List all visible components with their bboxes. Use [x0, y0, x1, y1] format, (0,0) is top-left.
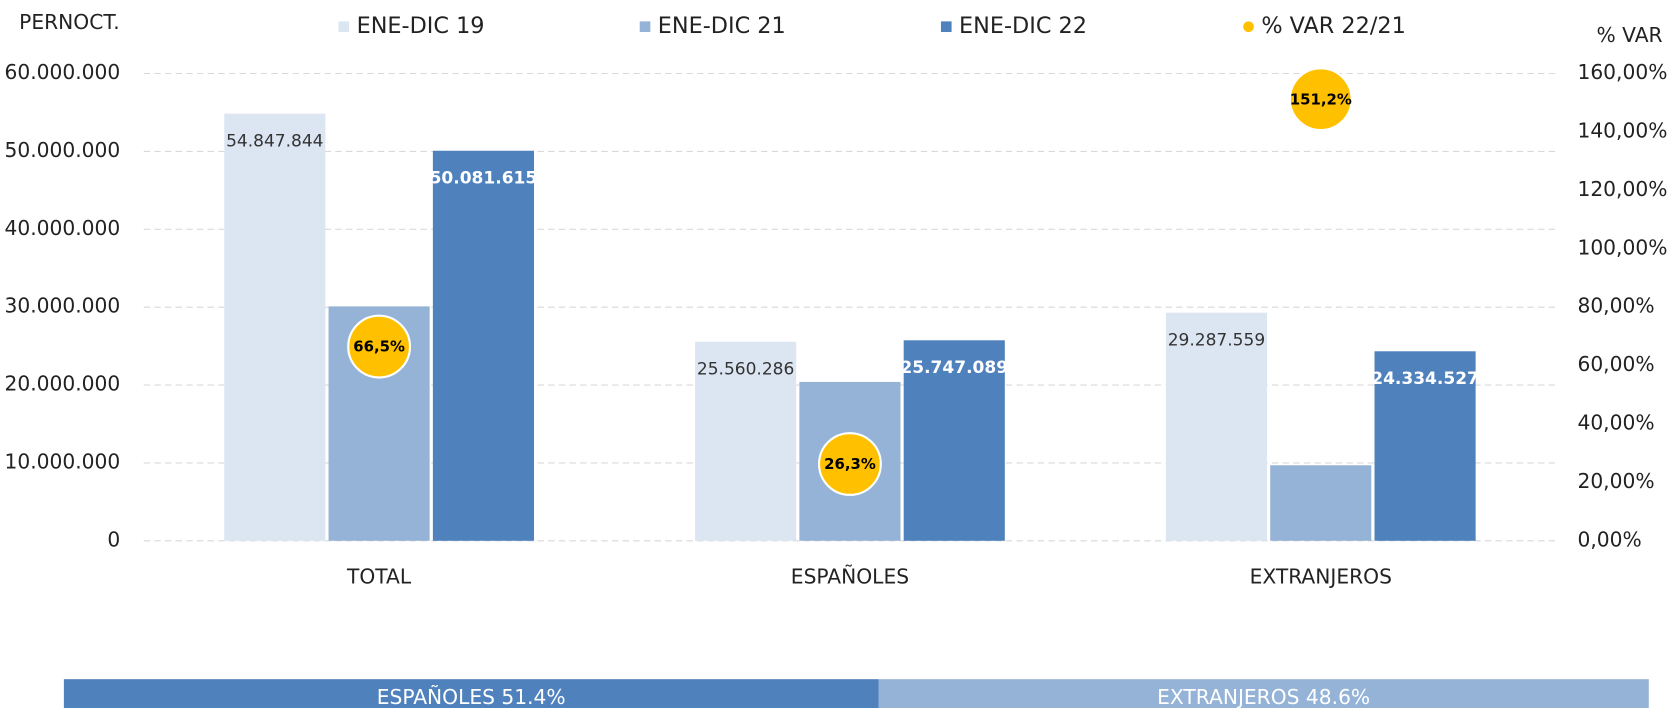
- legend-marker: [338, 21, 350, 33]
- y-tick-label: 60.000.000: [5, 60, 121, 84]
- data-label: 24.334.527: [1371, 369, 1479, 389]
- y-tick-label: 0: [107, 527, 120, 551]
- bar: [432, 150, 534, 541]
- y2-tick-label: 120,00%: [1577, 177, 1667, 201]
- legend-marker: [639, 21, 651, 33]
- bar: [224, 113, 326, 541]
- bar: [695, 341, 797, 541]
- legend-marker: [1243, 21, 1254, 33]
- bubble: [1288, 67, 1353, 132]
- bubble: [818, 432, 882, 496]
- y-tick-label: 20.000.000: [5, 372, 121, 396]
- data-label: 50.081.615: [430, 168, 538, 188]
- y2-tick-label: 160,00%: [1577, 60, 1667, 84]
- data-label: 26,3%: [824, 455, 876, 473]
- x-tick-label: TOTAL: [346, 565, 412, 589]
- data-label: 151,2%: [1290, 90, 1352, 108]
- y2-tick-label: 20,00%: [1577, 469, 1654, 493]
- bubble: [347, 314, 412, 379]
- data-label: 29.287.559: [1168, 330, 1265, 350]
- share-label: ESPAÑOLES 51.4%: [377, 685, 566, 708]
- legend-label: ENE-DIC 19: [357, 13, 485, 39]
- share-label: EXTRANJEROS 48.6%: [1157, 685, 1370, 708]
- y-tick-label: 10.000.000: [5, 449, 121, 473]
- y-tick-label: 50.000.000: [5, 138, 121, 162]
- y2-tick-label: 140,00%: [1577, 118, 1667, 142]
- y2-tick-label: 60,00%: [1577, 352, 1654, 376]
- legend-label: ENE-DIC 21: [658, 13, 786, 39]
- y2-axis-title: % VAR: [1597, 23, 1663, 47]
- y-tick-label: 40.000.000: [5, 216, 121, 240]
- bar: [1374, 351, 1476, 541]
- data-label: 66,5%: [353, 338, 405, 356]
- legend-label: % VAR 22/21: [1261, 13, 1406, 39]
- bar: [1270, 465, 1372, 541]
- x-tick-label: ESPAÑOLES: [791, 565, 909, 589]
- data-label: 25.747.089: [900, 358, 1008, 378]
- y2-tick-label: 80,00%: [1577, 294, 1654, 318]
- y2-tick-label: 40,00%: [1577, 410, 1654, 434]
- share-segment: [63, 679, 879, 708]
- legend-label: ENE-DIC 22: [959, 13, 1087, 39]
- data-label: 54.847.844: [226, 131, 323, 151]
- share-segment: [878, 679, 1649, 708]
- y2-tick-label: 0,00%: [1577, 527, 1641, 551]
- y2-tick-label: 100,00%: [1577, 235, 1667, 259]
- bar: [903, 340, 1005, 541]
- bar: [1165, 312, 1268, 541]
- y-axis-title: PERNOCT.: [19, 10, 120, 34]
- data-label: 25.560.286: [697, 359, 794, 379]
- legend-marker: [940, 21, 952, 33]
- y-tick-label: 30.000.000: [5, 294, 121, 318]
- x-tick-label: EXTRANJEROS: [1250, 565, 1392, 589]
